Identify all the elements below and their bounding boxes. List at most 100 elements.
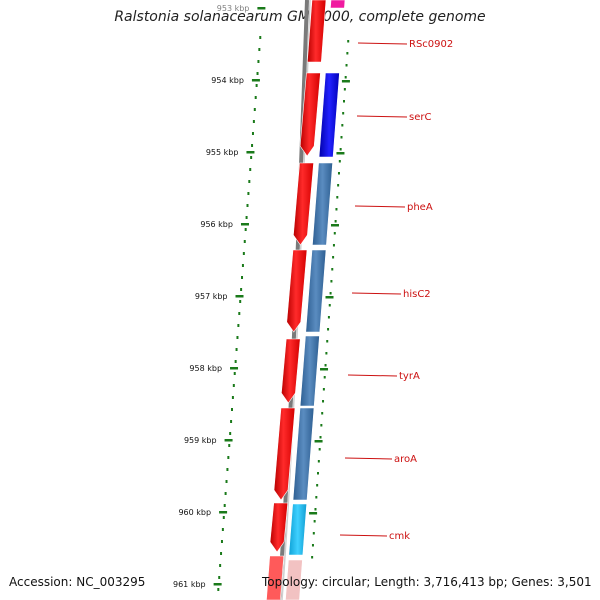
track-dot bbox=[331, 268, 334, 271]
ruler-tick bbox=[213, 583, 222, 586]
track-dot bbox=[311, 556, 314, 559]
ruler-dot bbox=[225, 480, 228, 483]
ruler-tick-label: 958 kbp bbox=[189, 364, 222, 373]
ruler-dot bbox=[220, 552, 223, 555]
reverse-cds bbox=[318, 72, 340, 158]
ruler-dot bbox=[246, 204, 249, 207]
ruler-tick bbox=[251, 79, 260, 82]
track-dot bbox=[345, 64, 348, 67]
reverse-cds bbox=[312, 162, 333, 246]
track-dot bbox=[337, 172, 340, 175]
ruler-tick-label: 954 kbp bbox=[211, 76, 244, 85]
ruler-tick bbox=[235, 295, 244, 298]
ruler-dot bbox=[236, 336, 239, 339]
ruler-dot bbox=[245, 216, 248, 219]
ruler-tick-label: 960 kbp bbox=[178, 508, 211, 517]
track-dot bbox=[325, 352, 328, 355]
ruler-dot bbox=[232, 384, 235, 387]
track-dot bbox=[334, 220, 337, 223]
gene-label[interactable]: hisC2 bbox=[403, 289, 431, 300]
ruler-dot bbox=[241, 276, 244, 279]
ruler-dot bbox=[244, 228, 247, 231]
ruler-dot bbox=[222, 516, 225, 519]
track-dot bbox=[321, 412, 324, 415]
ruler-dot bbox=[217, 588, 220, 591]
ruler-dot bbox=[243, 240, 246, 243]
track-dot bbox=[336, 196, 339, 199]
ruler-tick bbox=[246, 151, 255, 154]
ruler-dot bbox=[253, 108, 256, 111]
track-dot bbox=[341, 124, 344, 127]
gene-leader-line bbox=[351, 292, 402, 295]
track-dot bbox=[347, 40, 350, 43]
ruler-dot bbox=[251, 144, 254, 147]
ruler-dot bbox=[250, 156, 253, 159]
ruler-tick bbox=[257, 7, 266, 10]
track-dot bbox=[339, 148, 342, 151]
ruler-tick bbox=[219, 511, 228, 514]
ruler-dot bbox=[221, 528, 224, 531]
ruler-tick-label: 957 kbp bbox=[195, 292, 228, 301]
forward-cds bbox=[299, 72, 321, 157]
track-tick bbox=[341, 80, 350, 83]
ruler-dot bbox=[235, 348, 238, 351]
ruler-tick bbox=[224, 439, 233, 442]
track-dot bbox=[320, 424, 323, 427]
track-dot bbox=[322, 388, 325, 391]
ruler-dot bbox=[231, 396, 234, 399]
forward-cds bbox=[306, 0, 327, 63]
track-tick bbox=[314, 440, 323, 443]
ruler-dot bbox=[252, 120, 255, 123]
track-dot bbox=[346, 52, 349, 55]
ruler-dot bbox=[238, 312, 241, 315]
ruler-dot bbox=[249, 168, 252, 171]
track-dot bbox=[313, 520, 316, 523]
track-dot bbox=[317, 460, 320, 463]
gene-label[interactable]: pheA bbox=[407, 202, 433, 213]
track-dot bbox=[322, 400, 325, 403]
track-dot bbox=[337, 184, 340, 187]
ruler-tick-label: 955 kbp bbox=[206, 148, 239, 157]
ruler-dot bbox=[223, 504, 226, 507]
ruler-tick-label: 959 kbp bbox=[184, 436, 217, 445]
track-dot bbox=[328, 304, 331, 307]
ruler-tick-label: 956 kbp bbox=[200, 220, 233, 229]
ruler-dot bbox=[239, 300, 242, 303]
ruler-dot bbox=[219, 564, 222, 567]
forward-cds bbox=[293, 162, 314, 246]
ruler-dot bbox=[255, 84, 258, 87]
gene-label[interactable]: cmk bbox=[389, 531, 410, 542]
track-dot bbox=[332, 244, 335, 247]
ruler-dot bbox=[258, 48, 261, 51]
track-dot bbox=[319, 436, 322, 439]
track-dot bbox=[316, 472, 319, 475]
map-title: Ralstonia solanacearum GMI1000, complete… bbox=[114, 9, 486, 25]
track-dot bbox=[338, 160, 341, 163]
ruler-dot bbox=[229, 432, 232, 435]
track-dot bbox=[342, 112, 345, 115]
reverse-strand-track bbox=[285, 0, 346, 600]
gene-label[interactable]: aroA bbox=[394, 454, 417, 465]
ruler-tick bbox=[230, 367, 239, 370]
reverse-cds bbox=[305, 249, 327, 333]
reverse-cds bbox=[299, 335, 320, 407]
gene-label[interactable]: tyrA bbox=[399, 371, 420, 382]
track-tick bbox=[309, 512, 318, 515]
ruler-dot bbox=[256, 72, 259, 75]
track-dot bbox=[340, 136, 343, 139]
track-tick bbox=[320, 368, 329, 371]
track-dot bbox=[315, 496, 318, 499]
ruler-tick bbox=[240, 223, 249, 226]
reverse-cds bbox=[285, 559, 303, 600]
track-tick bbox=[336, 152, 345, 155]
gene-leader-line bbox=[344, 457, 393, 460]
track-tick bbox=[330, 224, 339, 227]
track-tick bbox=[325, 296, 334, 299]
gene-label[interactable]: serC bbox=[409, 112, 431, 123]
ruler-tick-label: 961 kbp bbox=[173, 580, 206, 589]
gene-label[interactable]: RSc0902 bbox=[409, 39, 453, 50]
ruler-dot bbox=[248, 180, 251, 183]
gene-leader-line bbox=[339, 534, 388, 537]
forward-strand-track bbox=[266, 0, 327, 600]
ruler-dot bbox=[240, 288, 243, 291]
